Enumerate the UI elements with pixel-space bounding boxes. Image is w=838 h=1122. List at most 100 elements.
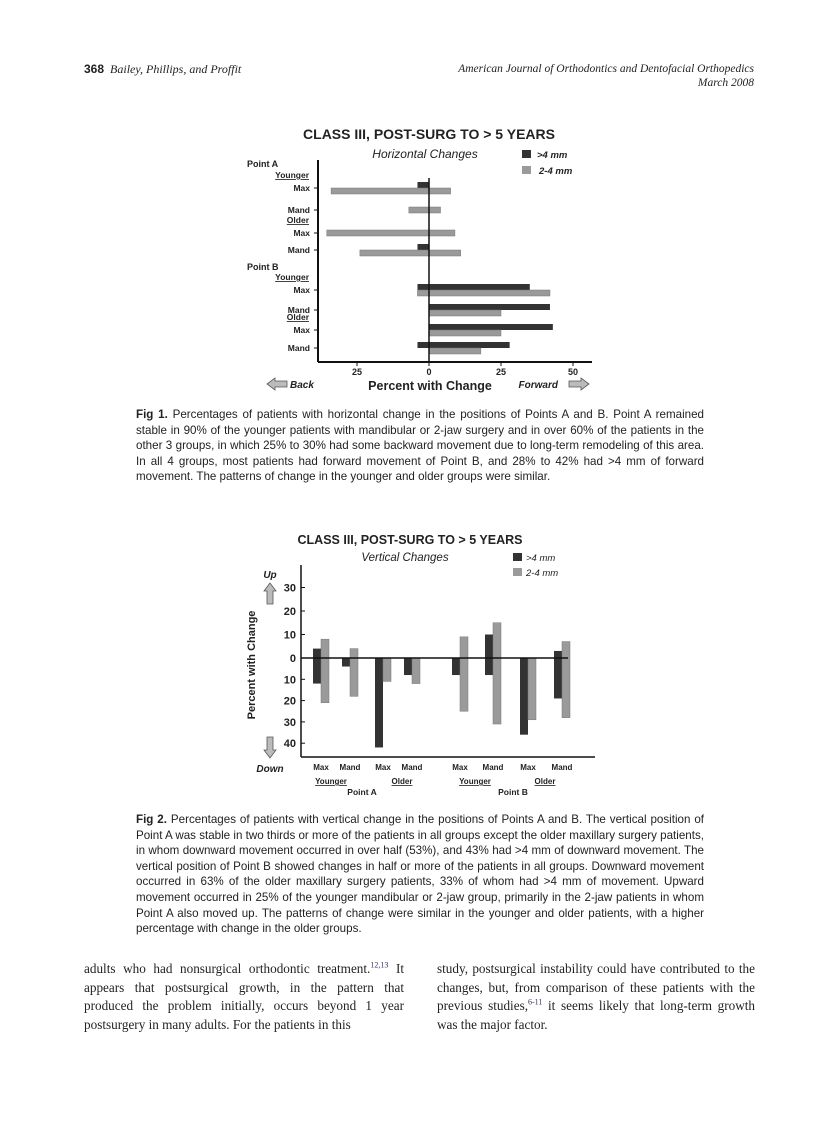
legend-swatch-gt4 xyxy=(513,553,522,561)
category-label: Max xyxy=(520,763,536,772)
back-label: Back xyxy=(290,380,314,391)
row-label: Mand xyxy=(288,205,310,215)
journal-name: American Journal of Orthodontics and Den… xyxy=(458,63,754,75)
figure-1-caption: Fig 1. Percentages of patients with hori… xyxy=(136,407,704,485)
citation-link[interactable]: 6-11 xyxy=(528,997,543,1007)
y-tick-label: 0 xyxy=(290,653,296,665)
fig1-text: Percentages of patients with horizontal … xyxy=(136,408,704,484)
running-header-right: American Journal of Orthodontics and Den… xyxy=(458,62,754,90)
age-group-label: Older xyxy=(535,777,556,786)
body-text: it seems likely that long-term growth wa… xyxy=(437,998,755,1032)
body-column-left: adults who had nonsurgical orthodontic t… xyxy=(84,960,404,1034)
bar-gt4-mm xyxy=(485,634,493,676)
legend-label-2-4: 2-4 mm xyxy=(525,568,558,579)
y-axis-label: Percent with Change xyxy=(246,611,258,720)
category-label: Mand xyxy=(402,763,423,772)
back-arrow-icon xyxy=(266,377,288,391)
row-label: Max xyxy=(293,285,310,295)
row-label: Max xyxy=(293,325,310,335)
legend-label-gt4: >4 mm xyxy=(537,150,568,161)
issue-date: March 2008 xyxy=(697,77,754,89)
row-label: Mand xyxy=(288,245,310,255)
x-tick-label: 25 xyxy=(352,367,362,377)
chart-subtitle: Horizontal Changes xyxy=(372,147,477,161)
legend-label-2-4: 2-4 mm xyxy=(538,166,573,177)
point-label: Point B xyxy=(498,787,528,797)
bar-2-4-mm xyxy=(492,622,502,725)
bar-2-4-mm xyxy=(326,229,456,237)
bar-2-4-mm xyxy=(459,636,469,712)
bar-gt4-mm xyxy=(429,324,553,330)
category-label: Max xyxy=(375,763,391,772)
y-tick-label: 40 xyxy=(284,738,296,750)
bar-gt4-mm xyxy=(313,648,321,684)
age-group-label: Younger xyxy=(275,272,310,282)
bar-2-4-mm xyxy=(411,657,421,684)
up-label: Up xyxy=(263,570,276,581)
body-text: study, postsurgical instability could ha… xyxy=(437,961,755,1013)
row-label: Mand xyxy=(288,343,310,353)
running-header-left: 368 Bailey, Phillips, and Proffit xyxy=(84,62,241,77)
body-column-right: study, postsurgical instability could ha… xyxy=(437,960,755,1034)
y-tick-label: 10 xyxy=(284,674,296,686)
legend-label-gt4: >4 mm xyxy=(526,553,555,564)
chart-subtitle: Vertical Changes xyxy=(361,552,448,564)
y-tick-label: 20 xyxy=(284,696,296,708)
bar-2-4-mm xyxy=(408,206,441,214)
forward-arrow-icon xyxy=(568,377,590,391)
body-text: adults who had nonsurgical orthodontic t… xyxy=(84,961,371,976)
age-group-label: Older xyxy=(287,312,310,322)
y-tick-label: 30 xyxy=(284,717,296,729)
bar-2-4-mm xyxy=(320,638,330,703)
category-label: Mand xyxy=(340,763,361,772)
point-label: Point A xyxy=(347,787,376,797)
bar-gt4-mm xyxy=(404,658,412,676)
bar-2-4-mm xyxy=(382,657,392,682)
up-arrow-icon xyxy=(263,582,277,605)
point-label: Point B xyxy=(247,262,279,272)
chart-title: CLASS III, POST-SURG TO > 5 YEARS xyxy=(303,126,555,142)
fig2-label: Fig 2. xyxy=(136,813,167,826)
legend-swatch-gt4 xyxy=(522,150,531,158)
page-number: 368 xyxy=(84,62,105,76)
legend: >4 mm 2-4 mm xyxy=(513,553,558,579)
authors: Bailey, Phillips, and Proffit xyxy=(110,62,242,76)
category-label: Mand xyxy=(552,763,573,772)
bar-gt4-mm xyxy=(342,658,350,667)
figure-2-vertical-chart: CLASS III, POST-SURG TO > 5 YEARS Vertic… xyxy=(246,533,595,797)
bar-2-4-mm xyxy=(417,289,551,297)
row-label: Mand xyxy=(288,305,310,315)
bar-2-4-mm xyxy=(349,648,359,697)
age-group-label: Older xyxy=(287,215,310,225)
y-tick-label: 30 xyxy=(284,583,296,595)
bar-gt4-mm xyxy=(417,284,530,290)
legend-swatch-2-4 xyxy=(522,166,531,174)
figure-2-caption: Fig 2. Percentages of patients with vert… xyxy=(136,812,704,937)
x-tick-label: 0 xyxy=(426,367,431,377)
y-tick-label: 10 xyxy=(284,630,296,642)
body-text: It appears that postsurgical growth, in … xyxy=(84,961,404,1032)
bar-2-4-mm xyxy=(330,187,451,195)
bar-gt4-mm xyxy=(375,658,383,748)
age-group-label: Younger xyxy=(315,777,347,786)
bar-2-4-mm xyxy=(428,347,482,355)
bar-gt4-mm xyxy=(417,182,429,188)
legend: >4 mm 2-4 mm xyxy=(522,150,573,177)
row-label: Max xyxy=(293,228,310,238)
legend-swatch-2-4 xyxy=(513,568,522,576)
point-label: Point A xyxy=(247,159,279,169)
figure-1-horizontal-chart: CLASS III, POST-SURG TO > 5 YEARS Horizo… xyxy=(247,126,592,393)
fig2-text: Percentages of patients with vertical ch… xyxy=(136,813,705,936)
citation-link[interactable]: 12,13 xyxy=(370,960,389,970)
bar-gt4-mm xyxy=(417,244,429,250)
age-group-label: Older xyxy=(392,777,413,786)
bar-2-4-mm xyxy=(428,309,502,317)
down-label: Down xyxy=(256,764,283,775)
category-label: Max xyxy=(313,763,329,772)
y-tick-label: 20 xyxy=(284,606,296,618)
x-axis-label: Percent with Change xyxy=(368,379,492,393)
bar-gt4-mm xyxy=(429,304,550,310)
bar-2-4-mm xyxy=(428,329,502,337)
bar-gt4-mm xyxy=(554,650,562,699)
fig1-label: Fig 1. xyxy=(136,408,168,421)
